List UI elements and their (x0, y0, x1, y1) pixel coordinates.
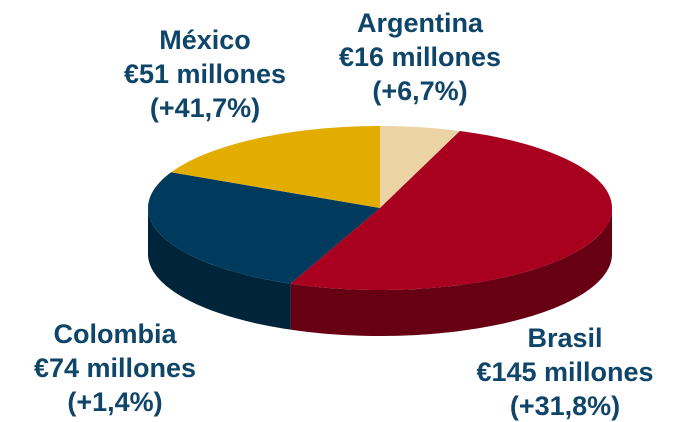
annotation: (+1,4%) (67, 387, 162, 417)
slice-label: México (159, 25, 251, 55)
value-label: €51 millones (124, 59, 286, 89)
slice-label: Argentina (357, 8, 484, 38)
slice (380, 126, 460, 208)
annotation: (+6,7%) (372, 76, 467, 106)
slice-side (290, 208, 612, 336)
value-label: €145 millones (476, 357, 653, 387)
slice-side (148, 208, 291, 330)
annotation: (+31,8%) (510, 391, 620, 421)
slice (290, 131, 612, 290)
slice-label: Brasil (527, 323, 602, 353)
slice-label: Colombia (53, 319, 177, 349)
value-label: €16 millones (339, 42, 501, 72)
slice (148, 172, 380, 284)
annotation: (+41,7%) (150, 93, 260, 123)
slice (171, 126, 380, 208)
value-label: €74 millones (34, 353, 196, 383)
